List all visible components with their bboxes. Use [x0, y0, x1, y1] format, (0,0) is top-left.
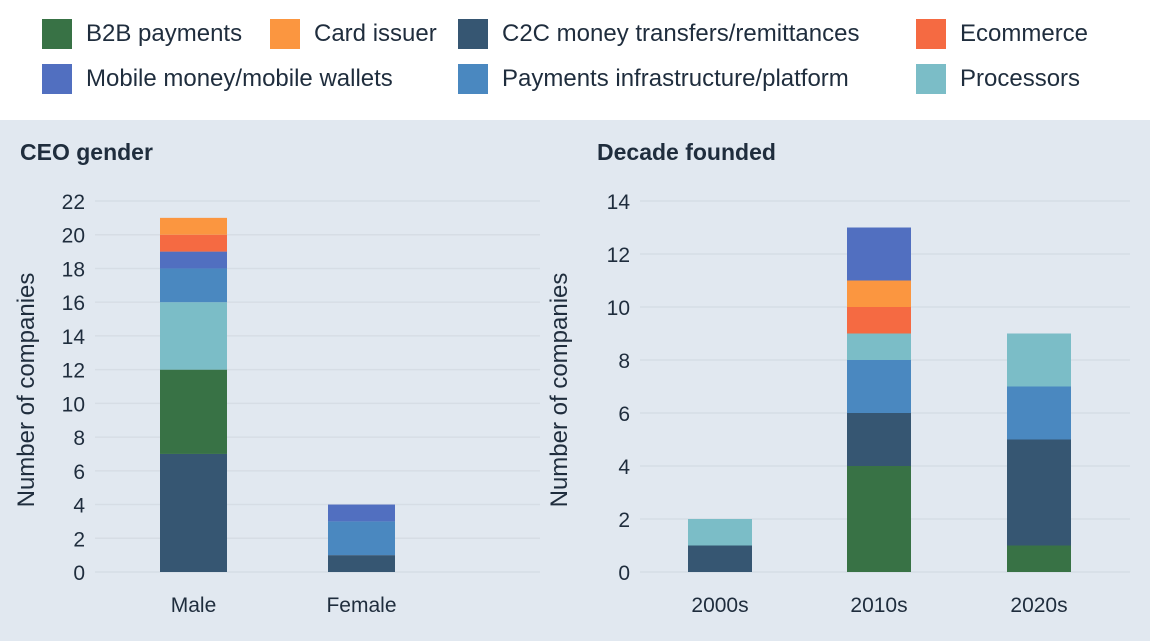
- y-tick-label: 10: [62, 393, 85, 416]
- legend-swatch: [916, 64, 946, 94]
- x-tick-label: 2010s: [850, 594, 907, 617]
- y-tick-label: 12: [62, 360, 85, 383]
- y-tick-label: 16: [62, 292, 85, 315]
- bar-segment: [847, 307, 911, 334]
- y-tick-label: 2: [73, 528, 85, 551]
- y-axis-label-ceo-gender: Number of companies: [13, 273, 40, 508]
- y-tick-label: 22: [62, 191, 85, 214]
- x-tick-label: 2000s: [691, 594, 748, 617]
- bar-segment: [1007, 439, 1071, 546]
- legend-swatch: [270, 19, 300, 49]
- y-tick-label: 6: [618, 403, 630, 426]
- bar-segment: [160, 369, 227, 454]
- bar-segment: [160, 302, 227, 370]
- legend-item-mobile-money: Mobile money/mobile wallets: [42, 64, 393, 94]
- bar-segment: [160, 217, 227, 235]
- legend-label: Ecommerce: [960, 20, 1089, 47]
- x-tick-label: Male: [171, 594, 217, 617]
- bar-segment: [160, 234, 227, 252]
- legend-swatch: [458, 19, 488, 49]
- y-tick-label: 6: [73, 461, 85, 484]
- bar-segment: [688, 545, 752, 572]
- legend-item-payments-infra: Payments infrastructure/platform: [458, 64, 849, 94]
- y-tick-label: 8: [618, 350, 630, 373]
- legend-item-b2b: B2B payments: [42, 19, 242, 49]
- legend-item-ecommerce: Ecommerce: [916, 19, 1088, 49]
- bar-segment: [328, 521, 395, 556]
- legend-label: Mobile money/mobile wallets: [86, 65, 393, 92]
- bar-segment: [1007, 545, 1071, 572]
- legend-swatch: [916, 19, 946, 49]
- y-tick-label: 14: [62, 326, 86, 349]
- y-tick-label: 4: [73, 495, 85, 518]
- legend-label: Processors: [960, 65, 1081, 92]
- y-tick-label: 12: [607, 244, 630, 267]
- legend-item-processors: Processors: [916, 64, 1080, 94]
- legend: B2B payments Card issuer C2C money trans…: [0, 0, 1150, 120]
- x-tick-label: 2020s: [1010, 594, 1067, 617]
- bar-segment: [847, 413, 911, 466]
- bar-segment: [847, 333, 911, 360]
- bar-segment: [160, 268, 227, 303]
- y-tick-label: 0: [73, 562, 85, 585]
- bar-segment: [847, 227, 911, 281]
- legend-swatch: [42, 19, 72, 49]
- bar-segment: [688, 519, 752, 546]
- bar-segment: [328, 504, 395, 522]
- chart-title-decade-founded: Decade founded: [597, 139, 776, 165]
- bar-segment: [847, 280, 911, 307]
- legend-swatch: [42, 64, 72, 94]
- chart-decade-founded: 0 2 4 6 8 10 12 14 2000s 2010s 2020s: [607, 191, 1130, 617]
- bar-segment: [160, 251, 227, 269]
- y-tick-label: 20: [62, 225, 85, 248]
- y-tick-label: 8: [73, 427, 85, 450]
- y-tick-label: 0: [618, 562, 630, 585]
- chart-title-ceo-gender: CEO gender: [20, 139, 153, 165]
- bar-segment: [1007, 386, 1071, 440]
- legend-swatch: [458, 64, 488, 94]
- y-tick-label: 10: [607, 297, 630, 320]
- y-axis-label-decade-founded: Number of companies: [546, 273, 573, 508]
- legend-label: Card issuer: [314, 20, 437, 47]
- y-tick-label: 2: [618, 509, 630, 532]
- legend-label: Payments infrastructure/platform: [502, 65, 849, 92]
- y-tick-label: 18: [62, 258, 85, 281]
- bar-segment: [847, 360, 911, 413]
- legend-item-card-issuer: Card issuer: [270, 19, 437, 49]
- bar-segment: [1007, 333, 1071, 387]
- legend-label: B2B payments: [86, 20, 243, 47]
- y-tick-label: 14: [607, 191, 631, 214]
- y-tick-label: 4: [618, 456, 630, 479]
- legend-item-c2c: C2C money transfers/remittances: [458, 19, 859, 49]
- x-tick-label: Female: [326, 594, 396, 617]
- bar-segment: [847, 466, 911, 572]
- chart-ceo-gender: 0 2 4 6 8 10 12 14 16 18 20 22 Male Female: [62, 191, 540, 617]
- legend-label: C2C money transfers/remittances: [502, 20, 860, 47]
- bar-segment: [160, 453, 227, 572]
- bar-segment: [328, 555, 395, 572]
